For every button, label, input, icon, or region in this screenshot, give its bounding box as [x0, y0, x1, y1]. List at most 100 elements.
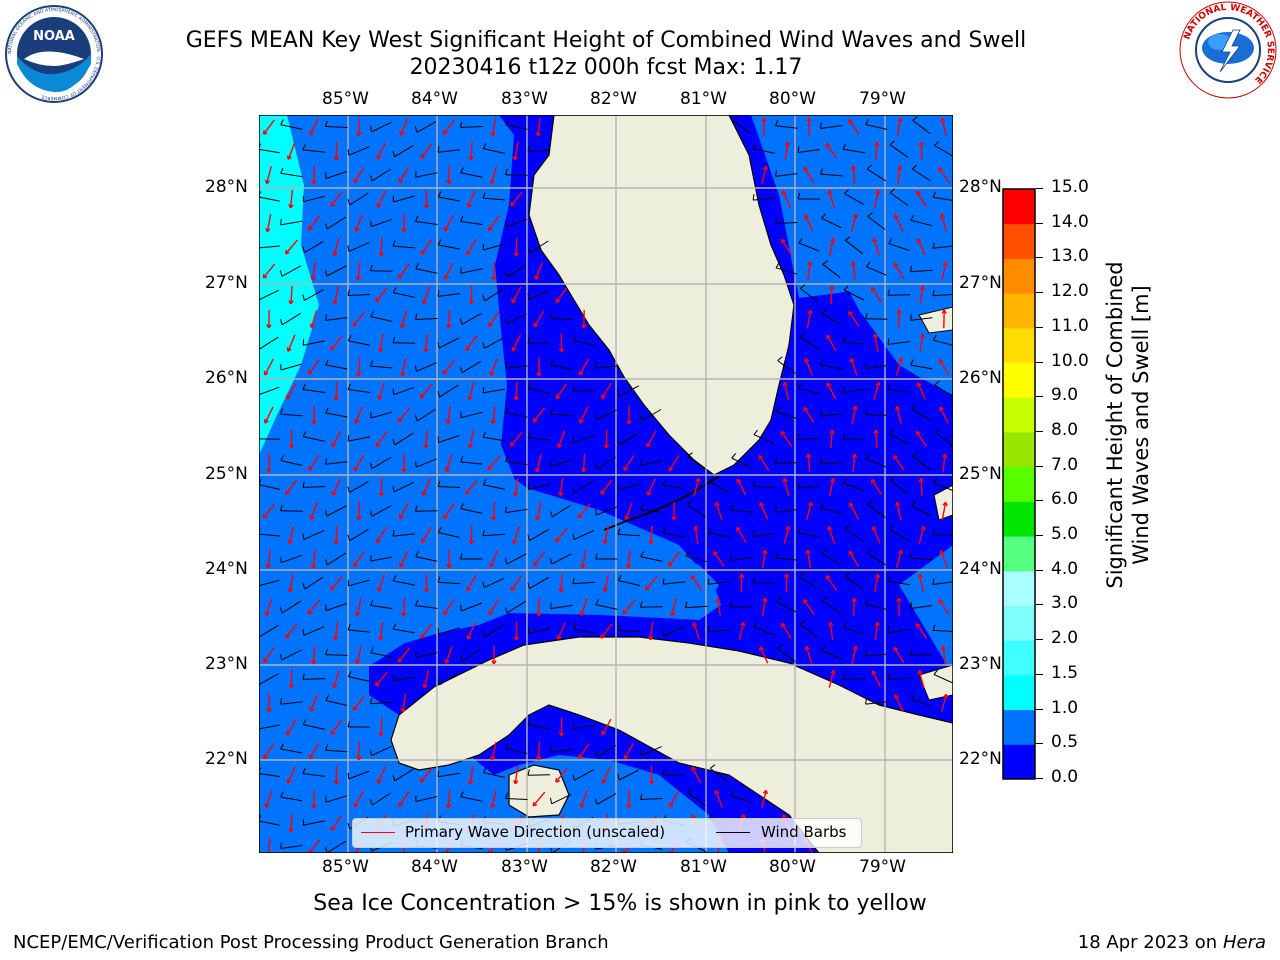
- colorbar-tick-mark: [1036, 396, 1043, 398]
- colorbar-tick-mark: [1036, 569, 1043, 571]
- wave-direction-legend-label: Primary Wave Direction (unscaled): [405, 823, 666, 841]
- colorbar-swatch: [1003, 640, 1035, 676]
- colorbar-tick-mark: [1036, 326, 1043, 328]
- colorbar-swatch: [1003, 501, 1035, 537]
- colorbar-swatch: [1003, 362, 1035, 398]
- lat-tick-left-28n: 28°N: [205, 177, 248, 197]
- colorbar-swatch: [1003, 189, 1035, 225]
- colorbar-label: Significant Height of Combined Wind Wave…: [1102, 185, 1154, 665]
- lat-tick-right-22n: 22°N: [959, 749, 1002, 769]
- colorbar-tick-mark: [1036, 708, 1043, 710]
- wind-barbs-legend-line: [716, 832, 750, 833]
- colorbar-tick-mark: [1036, 604, 1043, 606]
- lon-tick-top-80w: 80°W: [769, 89, 816, 109]
- colorbar-tick-label: 10.0: [1051, 350, 1089, 371]
- lat-tick-left-27n: 27°N: [205, 273, 248, 293]
- lat-tick-left-26n: 26°N: [205, 368, 248, 388]
- colorbar-tick-label: 5.0: [1051, 524, 1079, 545]
- isla-juventud-land: [508, 764, 570, 818]
- lon-tick-top-81w: 81°W: [680, 89, 727, 109]
- colorbar-tick-mark: [1036, 292, 1043, 294]
- map-gridlines: [259, 115, 953, 853]
- nws-logo: NATIONAL WEATHER SERVICE: [1179, 1, 1277, 99]
- colorbar-tick-label: 3.0: [1051, 593, 1079, 614]
- lon-tick-top-83w: 83°W: [501, 89, 548, 109]
- colorbar-tick-mark: [1036, 257, 1043, 259]
- sea-ice-note: Sea Ice Concentration > 15% is shown in …: [313, 891, 927, 916]
- colorbar-label-line1: Significant Height of Combined: [1103, 261, 1127, 589]
- colorbar-tick-label: 9.0: [1051, 385, 1079, 406]
- colorbar-swatch: [1003, 709, 1035, 745]
- lat-tick-right-28n: 28°N: [959, 177, 1002, 197]
- florida-land: [528, 115, 795, 476]
- lat-tick-right-23n: 23°N: [959, 654, 1002, 674]
- colorbar-swatch: [1003, 605, 1035, 641]
- sea-medium-region-east: [751, 115, 953, 298]
- colorbar-tick-mark: [1036, 639, 1043, 641]
- map-title: GEFS MEAN Key West Significant Height of…: [185, 28, 1027, 53]
- footer-date-text: 18 Apr 2023 on: [1077, 932, 1223, 953]
- lon-tick-bottom-83w: 83°W: [501, 857, 548, 877]
- lat-tick-left-25n: 25°N: [205, 464, 248, 484]
- lon-tick-top-82w: 82°W: [590, 89, 637, 109]
- lon-tick-top-85w: 85°W: [322, 89, 369, 109]
- lat-tick-right-26n: 26°N: [959, 368, 1002, 388]
- lat-tick-right-25n: 25°N: [959, 464, 1002, 484]
- colorbar-swatch: [1003, 466, 1035, 502]
- colorbar-tick-mark: [1036, 500, 1043, 502]
- lon-tick-top-84w: 84°W: [411, 89, 458, 109]
- footer-credit: NCEP/EMC/Verification Post Processing Pr…: [13, 932, 609, 953]
- colorbar-tick-label: 2.0: [1051, 628, 1079, 649]
- colorbar-tick-label: 13.0: [1051, 246, 1089, 267]
- colorbar-tick-mark: [1036, 222, 1043, 224]
- colorbar-tick-mark: [1036, 465, 1043, 467]
- colorbar-tick-label: 8.0: [1051, 419, 1079, 440]
- colorbar: [1002, 188, 1036, 780]
- wind-barbs-legend-label: Wind Barbs: [761, 823, 847, 841]
- colorbar-label-line2: Wind Waves and Swell [m]: [1129, 285, 1153, 565]
- colorbar-tick-label: 7.0: [1051, 454, 1079, 475]
- colorbar-tick-label: 12.0: [1051, 281, 1089, 302]
- colorbar-tick-mark: [1036, 673, 1043, 675]
- colorbar-tick-mark: [1036, 361, 1043, 363]
- lat-tick-right-24n: 24°N: [959, 559, 1002, 579]
- lon-tick-bottom-80w: 80°W: [769, 857, 816, 877]
- noaa-logo: NOAA NATIONAL OCEANIC AND ATMOSPHERIC AD…: [5, 5, 103, 103]
- lon-tick-top-79w: 79°W: [859, 89, 906, 109]
- colorbar-swatch: [1003, 258, 1035, 294]
- sea-medium-region-strait: [259, 475, 719, 690]
- colorbar-tick-label: 1.5: [1051, 662, 1079, 683]
- colorbar-swatch: [1003, 327, 1035, 364]
- lon-tick-bottom-81w: 81°W: [680, 857, 727, 877]
- colorbar-tick-mark: [1036, 535, 1043, 537]
- colorbar-swatch: [1003, 397, 1035, 433]
- colorbar-swatch: [1003, 223, 1035, 259]
- colorbar-tick-mark: [1036, 778, 1043, 779]
- svg-text:NOAA: NOAA: [33, 29, 75, 44]
- colorbar-tick-label: 14.0: [1051, 211, 1089, 232]
- colorbar-tick-label: 1.0: [1051, 697, 1079, 718]
- colorbar-tick-label: 4.0: [1051, 558, 1079, 579]
- colorbar-swatch: [1003, 570, 1035, 606]
- lon-tick-bottom-82w: 82°W: [590, 857, 637, 877]
- wave-height-map: [259, 115, 953, 853]
- map-subtitle: 20230416 t12z 000h fcst Max: 1.17: [409, 55, 803, 80]
- lat-tick-left-22n: 22°N: [205, 749, 248, 769]
- florida-keys: [603, 476, 720, 531]
- lat-tick-left-23n: 23°N: [205, 654, 248, 674]
- colorbar-tick-label: 0.5: [1051, 732, 1079, 753]
- colorbar-tick-label: 11.0: [1051, 315, 1089, 336]
- footer-date: 18 Apr 2023 on Hera: [1078, 932, 1266, 953]
- lat-tick-right-27n: 27°N: [959, 273, 1002, 293]
- colorbar-tick-mark: [1036, 188, 1043, 189]
- colorbar-tick-label: 15.0: [1051, 177, 1089, 197]
- colorbar-tick-label: 0.0: [1051, 767, 1079, 787]
- footer-machine: Hera: [1222, 932, 1266, 953]
- colorbar-tick-mark: [1036, 743, 1043, 745]
- lon-tick-bottom-84w: 84°W: [411, 857, 458, 877]
- wave-direction-legend-line: [361, 832, 395, 833]
- colorbar-tick-mark: [1036, 430, 1043, 432]
- colorbar-swatch: [1003, 293, 1035, 329]
- map-legend: Primary Wave Direction (unscaled) Wind B…: [352, 818, 862, 848]
- colorbar-swatch: [1003, 674, 1035, 711]
